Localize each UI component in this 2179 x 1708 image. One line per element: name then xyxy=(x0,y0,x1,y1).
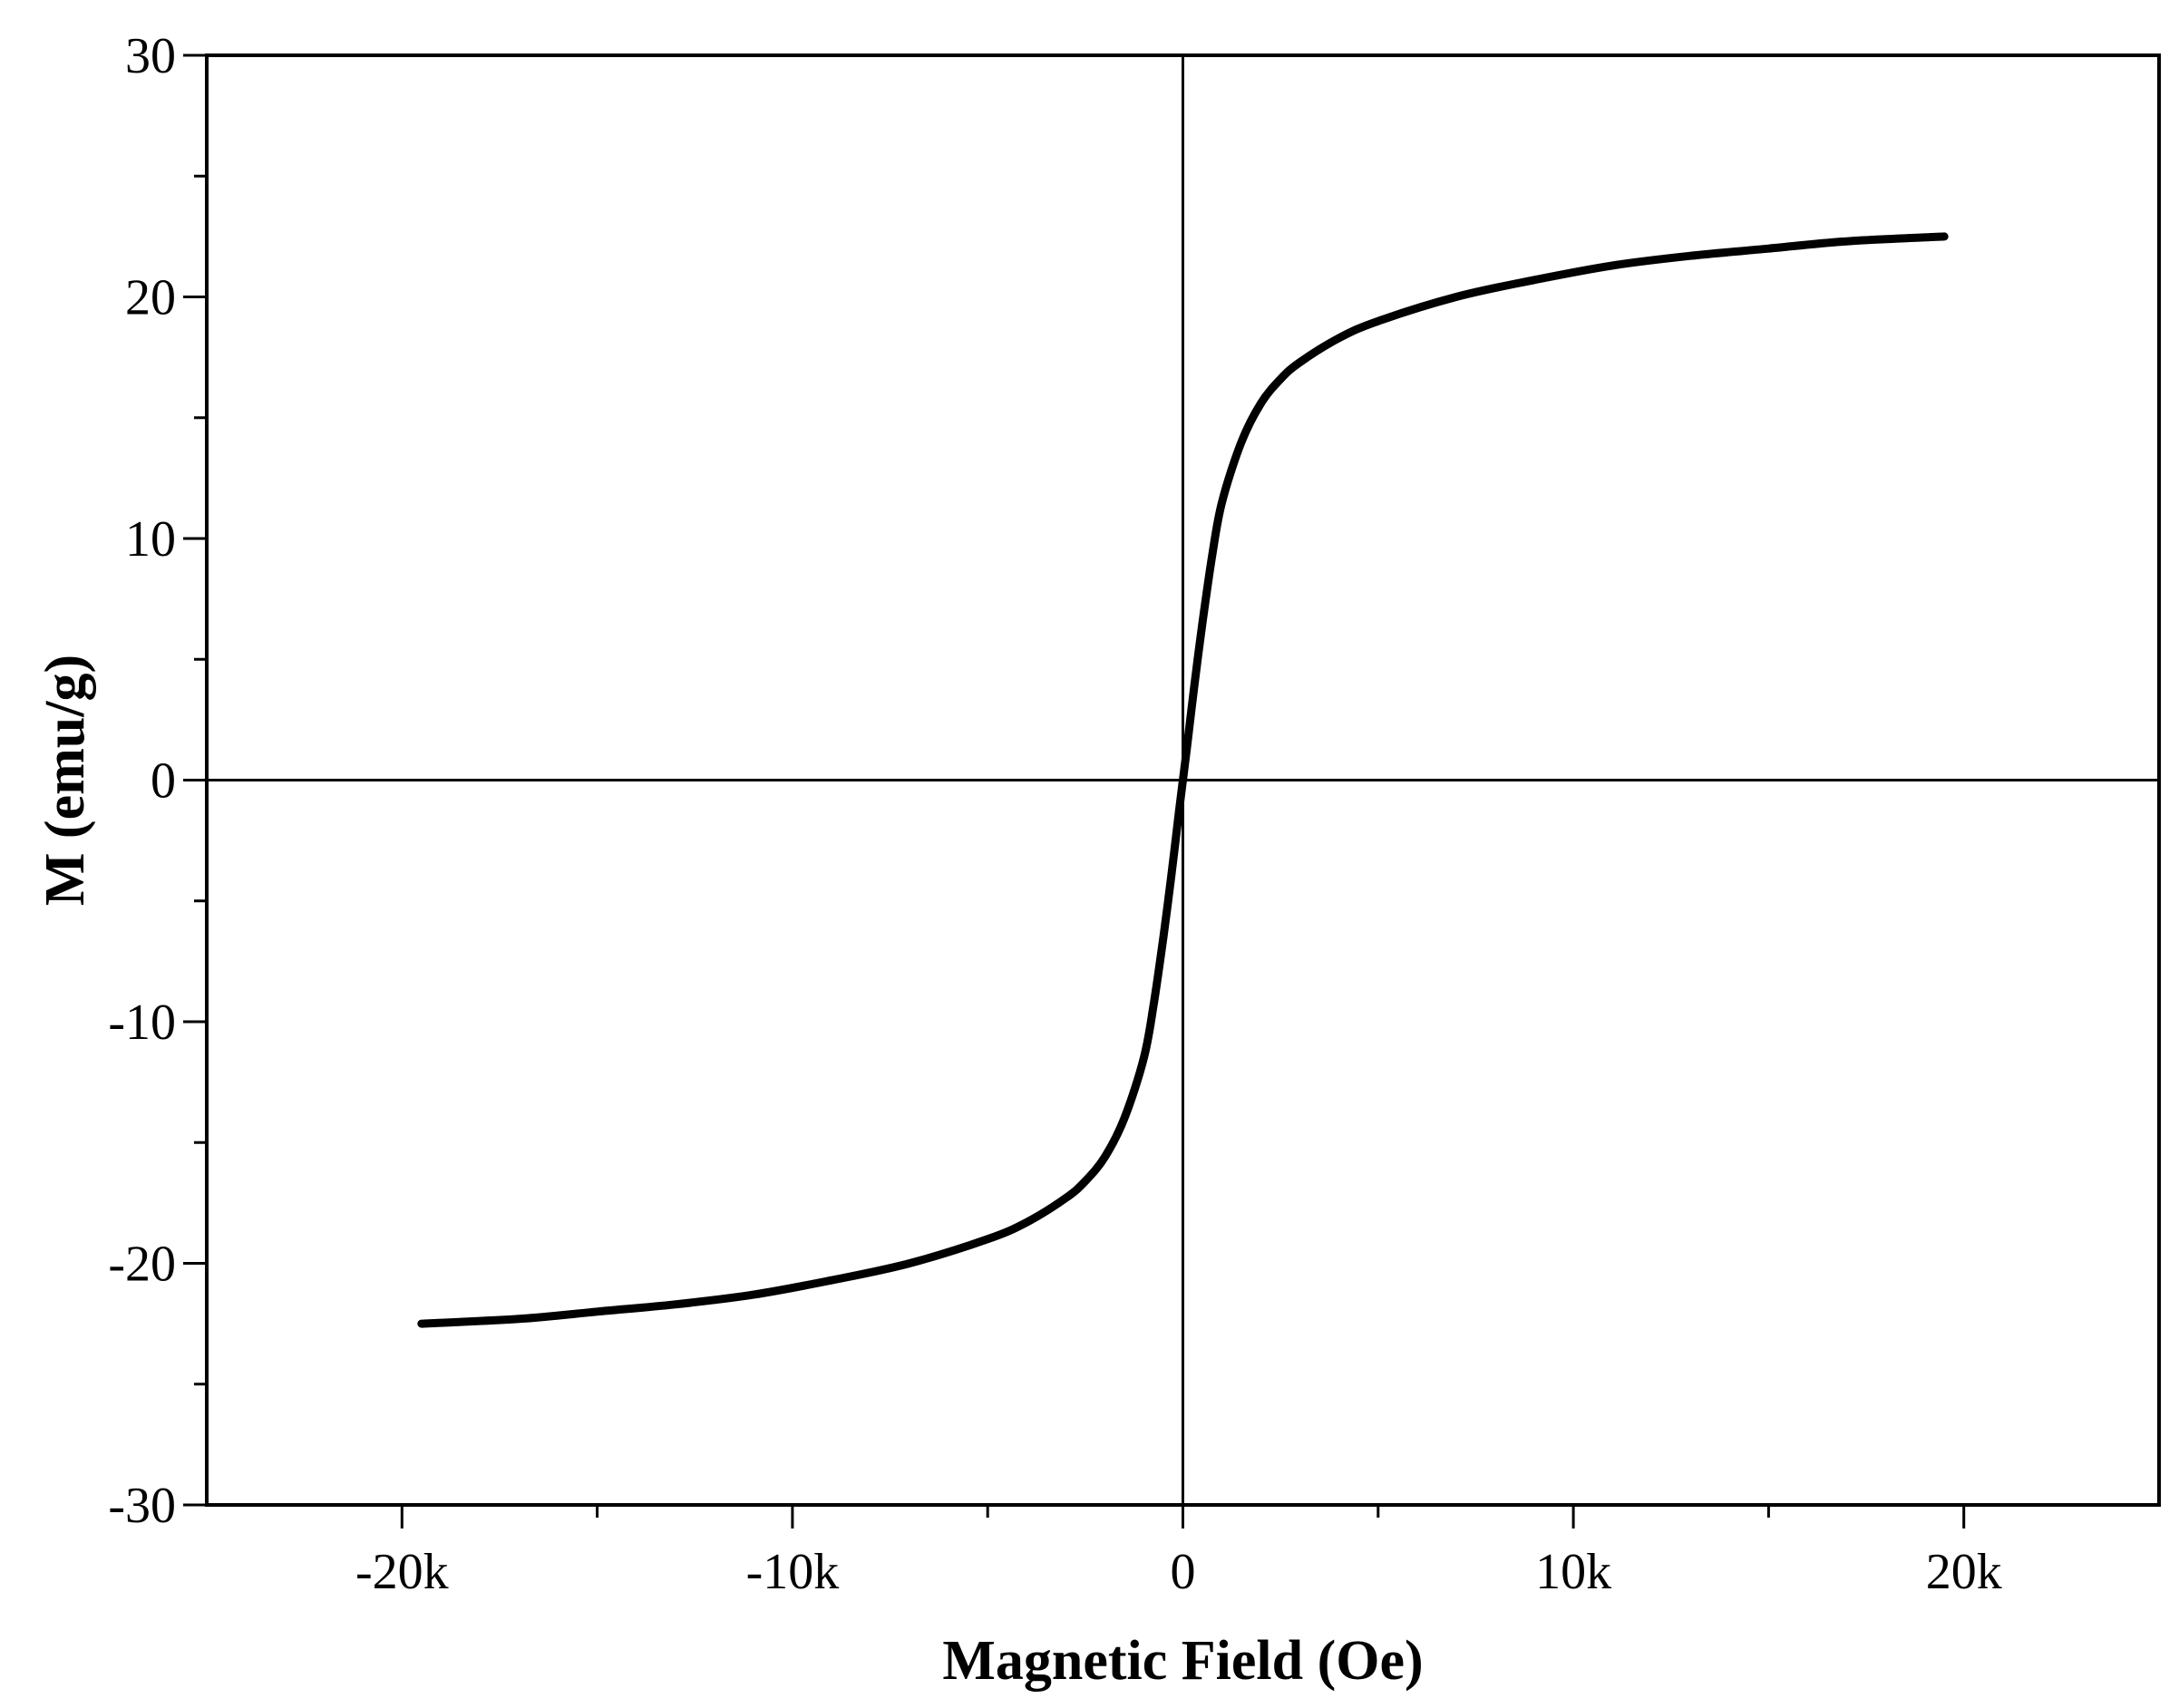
x-axis-title: Magnetic Field (Oe) xyxy=(942,1630,1423,1692)
y-tick-label: -10 xyxy=(108,995,176,1051)
y-axis-title: M (emu/g) xyxy=(34,655,96,906)
x-tick-label: 10k xyxy=(1535,1544,1611,1600)
y-tick-labels: 30 20 10 0 -10 -20 -30 xyxy=(108,28,176,1534)
minor-ticks xyxy=(194,174,1770,1518)
x-tick-label: -10k xyxy=(746,1544,840,1600)
series-layer xyxy=(417,232,1949,1328)
x-tick-label: 20k xyxy=(1926,1544,2002,1600)
y-tick-label: 30 xyxy=(125,28,176,84)
x-tick-label: -20k xyxy=(355,1544,449,1600)
y-tick-label: -20 xyxy=(108,1237,176,1293)
x-tick-labels: -20k -10k 0 10k 20k xyxy=(355,1544,2002,1600)
y-tick-label: 10 xyxy=(125,511,176,568)
y-tick-label: -30 xyxy=(108,1478,176,1534)
series-line xyxy=(417,232,1949,1328)
y-tick-label: 0 xyxy=(151,753,176,810)
x-tick-label: 0 xyxy=(1171,1544,1196,1600)
plot-frame xyxy=(205,53,2161,1507)
major-ticks xyxy=(183,53,1966,1528)
y-tick-label: 20 xyxy=(125,270,176,326)
